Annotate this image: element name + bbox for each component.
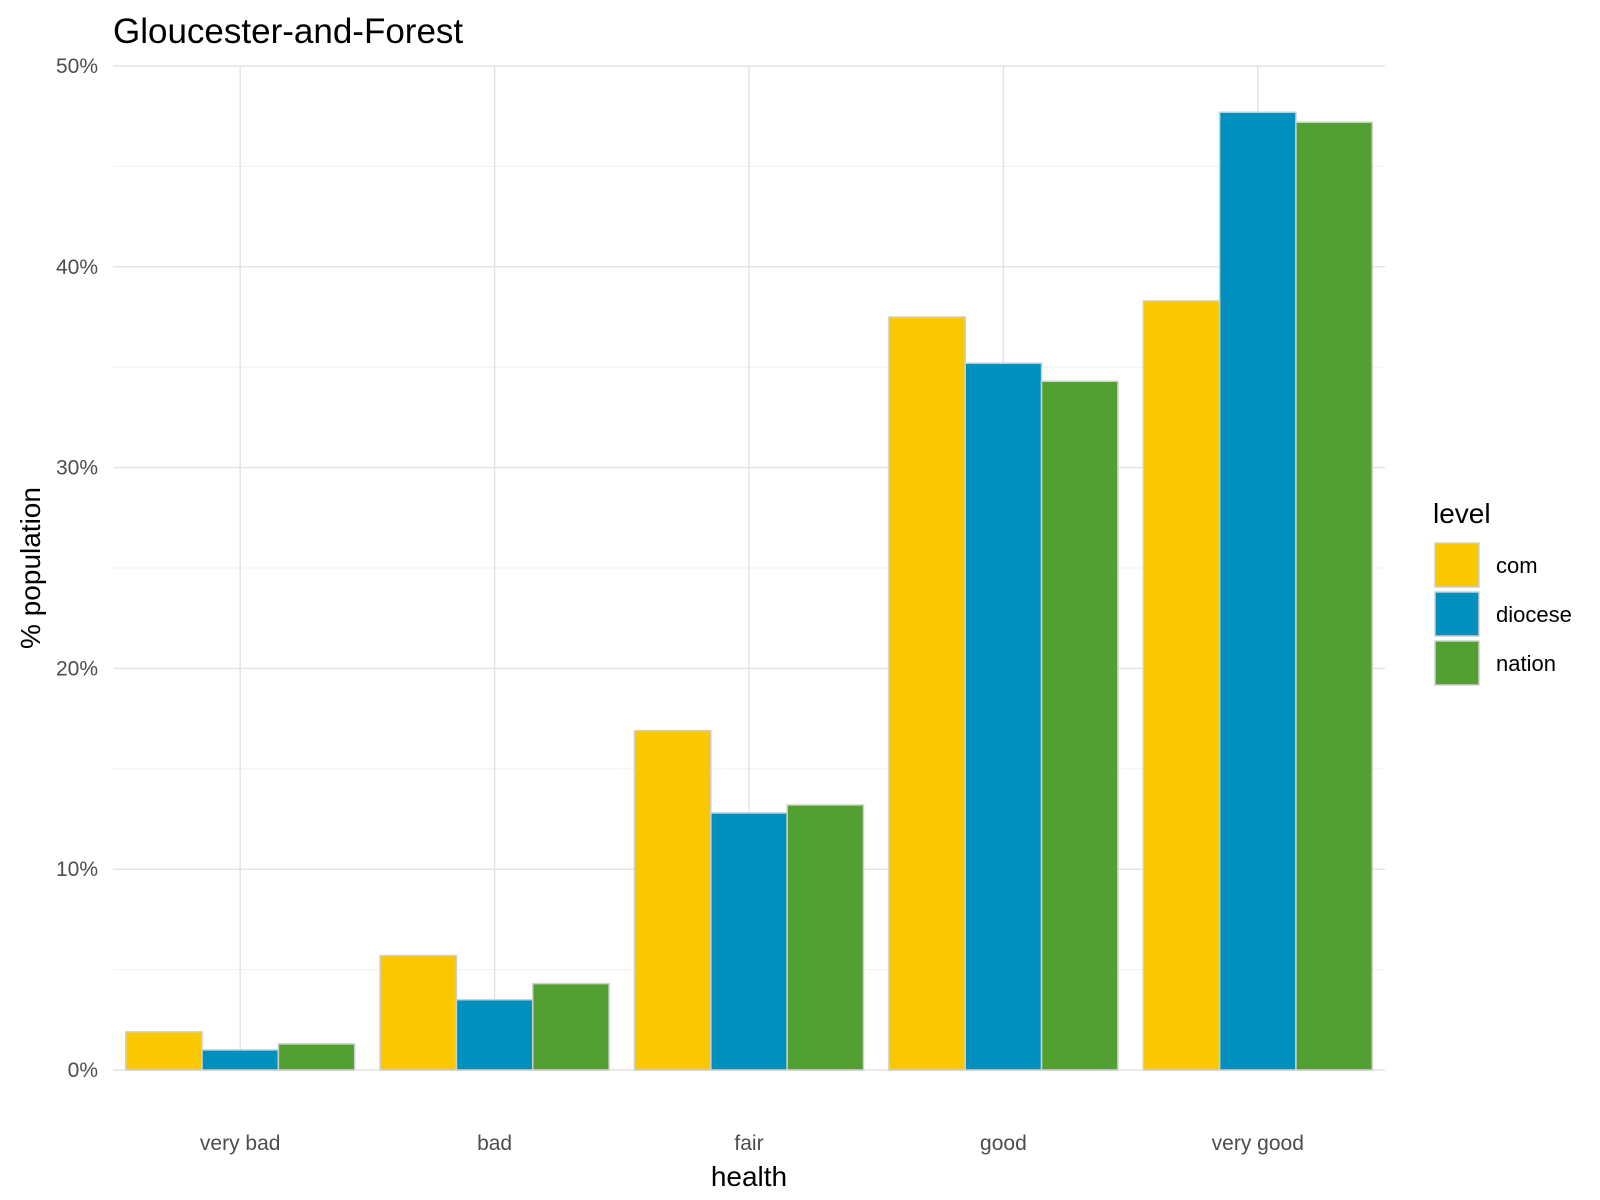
x-tick-label: good <box>980 1132 1027 1155</box>
legend-label-com: com <box>1496 553 1538 578</box>
y-tick-label: 10% <box>56 858 98 881</box>
legend-key-com <box>1434 542 1480 588</box>
bar-com-bad <box>379 954 458 1071</box>
legend-items: com diocese nation <box>1434 542 1572 686</box>
chart-title: Gloucester-and-Forest <box>113 12 463 51</box>
bar-nation-good <box>1040 380 1119 1071</box>
bar-com-very-good <box>1142 300 1221 1071</box>
x-tick-label: very good <box>1212 1132 1304 1155</box>
legend-title: level <box>1433 498 1491 529</box>
legend-key-nation <box>1434 640 1480 686</box>
bar-diocese-very-bad <box>201 1049 280 1071</box>
bar-diocese-very-good <box>1218 111 1297 1071</box>
x-axis-title: health <box>711 1161 787 1192</box>
y-tick-label: 30% <box>56 457 98 480</box>
x-tick-label: bad <box>477 1132 512 1155</box>
bar-nation-bad <box>532 982 610 1071</box>
bar-com-good <box>888 316 966 1071</box>
y-tick-label: 40% <box>56 256 98 279</box>
x-tick-label: fair <box>734 1132 763 1155</box>
y-tick-label: 20% <box>56 657 98 680</box>
x-axis-ticks: very bad bad fair good very good <box>200 1132 1304 1155</box>
y-axis-ticks: 0% 10% 20% 30% 40% 50% <box>56 55 98 1082</box>
legend-key-diocese <box>1434 591 1480 637</box>
y-axis-title: % population <box>15 487 46 649</box>
legend: level com diocese nation <box>1433 498 1572 686</box>
y-tick-label: 50% <box>56 55 98 78</box>
x-tick-label: very bad <box>200 1132 281 1155</box>
bar-nation-very-bad <box>277 1043 356 1071</box>
legend-label-diocese: diocese <box>1496 602 1572 627</box>
bar-com-fair <box>633 729 712 1071</box>
bar-nation-very-good <box>1295 121 1374 1071</box>
bar-nation-fair <box>786 804 865 1071</box>
bar-diocese-fair <box>710 812 788 1071</box>
bar-diocese-bad <box>455 998 534 1071</box>
legend-label-nation: nation <box>1496 651 1556 676</box>
bar-com-very-bad <box>124 1031 203 1071</box>
bars <box>124 111 1374 1071</box>
bar-diocese-good <box>964 362 1043 1071</box>
y-tick-label: 0% <box>68 1059 98 1082</box>
